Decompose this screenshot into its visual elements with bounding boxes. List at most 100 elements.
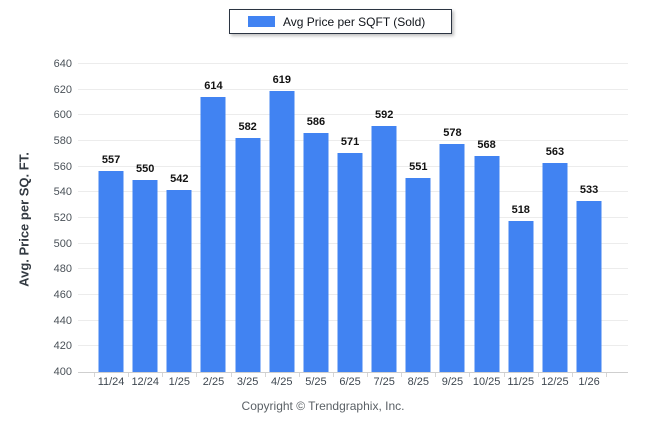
x-axis-label: 2/25 (202, 376, 225, 388)
gridline (78, 114, 628, 116)
y-tick-label: 600 (53, 109, 72, 122)
bar-6/25[interactable] (337, 152, 363, 372)
y-tick-label: 420 (53, 340, 72, 353)
bar-4/25[interactable] (269, 90, 295, 372)
x-axis-label: 11/24 (97, 376, 125, 388)
bar-value-label: 550 (136, 162, 155, 175)
x-axis-label: 11/25 (507, 376, 535, 388)
bar-band: 592 7/25 (367, 64, 401, 388)
x-tick-mark (469, 373, 471, 377)
bar-band: 533 1/26 (572, 64, 606, 388)
bar-9/25[interactable] (439, 143, 465, 372)
y-tick-label: 520 (53, 212, 72, 224)
x-tick-mark (332, 373, 334, 377)
x-axis-label: 1/25 (168, 376, 191, 388)
bar-10/25[interactable] (474, 156, 500, 372)
bar-value-label: 568 (477, 139, 496, 152)
bar-band: 586 5/25 (299, 64, 333, 388)
bar-12/25[interactable] (542, 162, 568, 372)
bar-value-label: 557 (101, 153, 121, 166)
gridline (78, 140, 628, 141)
bar-value-label: 533 (579, 184, 599, 197)
legend-swatch (248, 16, 275, 27)
bar-band: 551 8/25 (401, 64, 435, 388)
x-axis-label: 12/24 (131, 376, 159, 388)
bar-band: 563 12/25 (538, 64, 572, 388)
bar-band: 550 12/24 (128, 64, 162, 389)
bar-band: 578 9/25 (435, 64, 469, 388)
y-tick-label: 500 (53, 237, 72, 250)
bar-band: 619 4/25 (265, 64, 299, 388)
bar-value-label: 518 (511, 203, 530, 216)
x-tick-mark (401, 373, 403, 377)
x-tick-mark (503, 373, 505, 377)
bar-2/25[interactable] (200, 97, 226, 372)
y-tick-label: 440 (53, 314, 72, 327)
bar-band: 582 3/25 (231, 64, 265, 388)
x-tick-mark (264, 373, 266, 377)
x-axis-label: 10/25 (472, 376, 501, 388)
x-axis-line (78, 372, 628, 373)
bar-8/25[interactable] (405, 178, 431, 372)
bar-value-label: 563 (545, 145, 565, 158)
x-axis-label: 7/25 (373, 376, 395, 388)
x-axis-label: 6/25 (339, 376, 361, 388)
copyright-text: Copyright © Trendgraphix, Inc. (241, 399, 405, 413)
x-tick-mark (571, 373, 573, 377)
bar-5/25[interactable] (303, 133, 329, 372)
bar-series: 557 11/24 550 12/24 542 1/25 614 2/25 582 3/25 619… (94, 64, 606, 389)
y-tick-label: 480 (53, 263, 72, 276)
bar-band: 568 10/25 (470, 64, 504, 388)
bar-3/25[interactable] (235, 138, 261, 372)
x-axis-label: 5/25 (305, 376, 327, 388)
y-tick-label: 560 (53, 160, 72, 173)
y-tick-label: 640 (53, 58, 72, 70)
y-tick-label: 620 (53, 83, 72, 96)
gridline (78, 88, 628, 90)
bar-band: 571 6/25 (333, 64, 367, 388)
x-axis-label: 1/26 (578, 376, 600, 388)
bar-1/25[interactable] (166, 189, 192, 372)
bar-value-label: 586 (306, 116, 326, 129)
y-tick-label: 540 (53, 186, 72, 199)
chart-legend: Avg Price per SQFT (Sold) (229, 9, 453, 34)
bar-value-label: 551 (409, 161, 428, 174)
y-tick-label: 400 (53, 366, 72, 378)
x-tick-mark (298, 373, 300, 377)
plot-area: 400 420 440 460 480 500 520 540 560 580 600 620 640 … (54, 58, 628, 389)
x-tick-mark (196, 373, 198, 377)
x-tick-mark (606, 373, 607, 377)
bar-value-label: 571 (340, 135, 360, 148)
bar-7/25[interactable] (371, 125, 397, 372)
bar-value-label: 619 (272, 73, 291, 86)
bar-band: 518 11/25 (504, 64, 538, 388)
x-tick-mark (128, 373, 130, 377)
x-axis-label: 4/25 (271, 376, 293, 388)
x-axis-label: 8/25 (407, 376, 430, 388)
bar-value-label: 614 (204, 80, 223, 93)
x-tick-mark (94, 373, 95, 377)
x-tick-mark (230, 373, 232, 377)
x-tick-mark (367, 373, 369, 377)
bar-value-label: 592 (375, 108, 394, 121)
y-tick-label: 460 (53, 289, 72, 301)
x-tick-mark (435, 373, 437, 377)
x-tick-mark (537, 373, 539, 377)
bar-12/24[interactable] (132, 179, 158, 372)
bar-11/25[interactable] (508, 220, 534, 372)
gridline (78, 63, 628, 64)
x-axis-label: 9/25 (441, 376, 464, 388)
x-axis-label: 3/25 (236, 376, 259, 388)
bar-band: 557 11/24 (94, 64, 128, 388)
bar-11/24[interactable] (98, 170, 124, 372)
bar-band: 542 1/25 (162, 64, 196, 388)
bar-1/26[interactable] (576, 201, 602, 372)
y-axis-title: Avg. Price per SQ. FT. (16, 152, 32, 287)
legend-label: Avg Price per SQFT (Sold) (283, 14, 426, 29)
x-tick-mark (162, 373, 164, 377)
x-axis-label: 12/25 (541, 376, 569, 388)
bar-value-label: 542 (170, 172, 189, 185)
bar-value-label: 582 (238, 121, 257, 134)
y-tick-label: 580 (53, 135, 72, 147)
